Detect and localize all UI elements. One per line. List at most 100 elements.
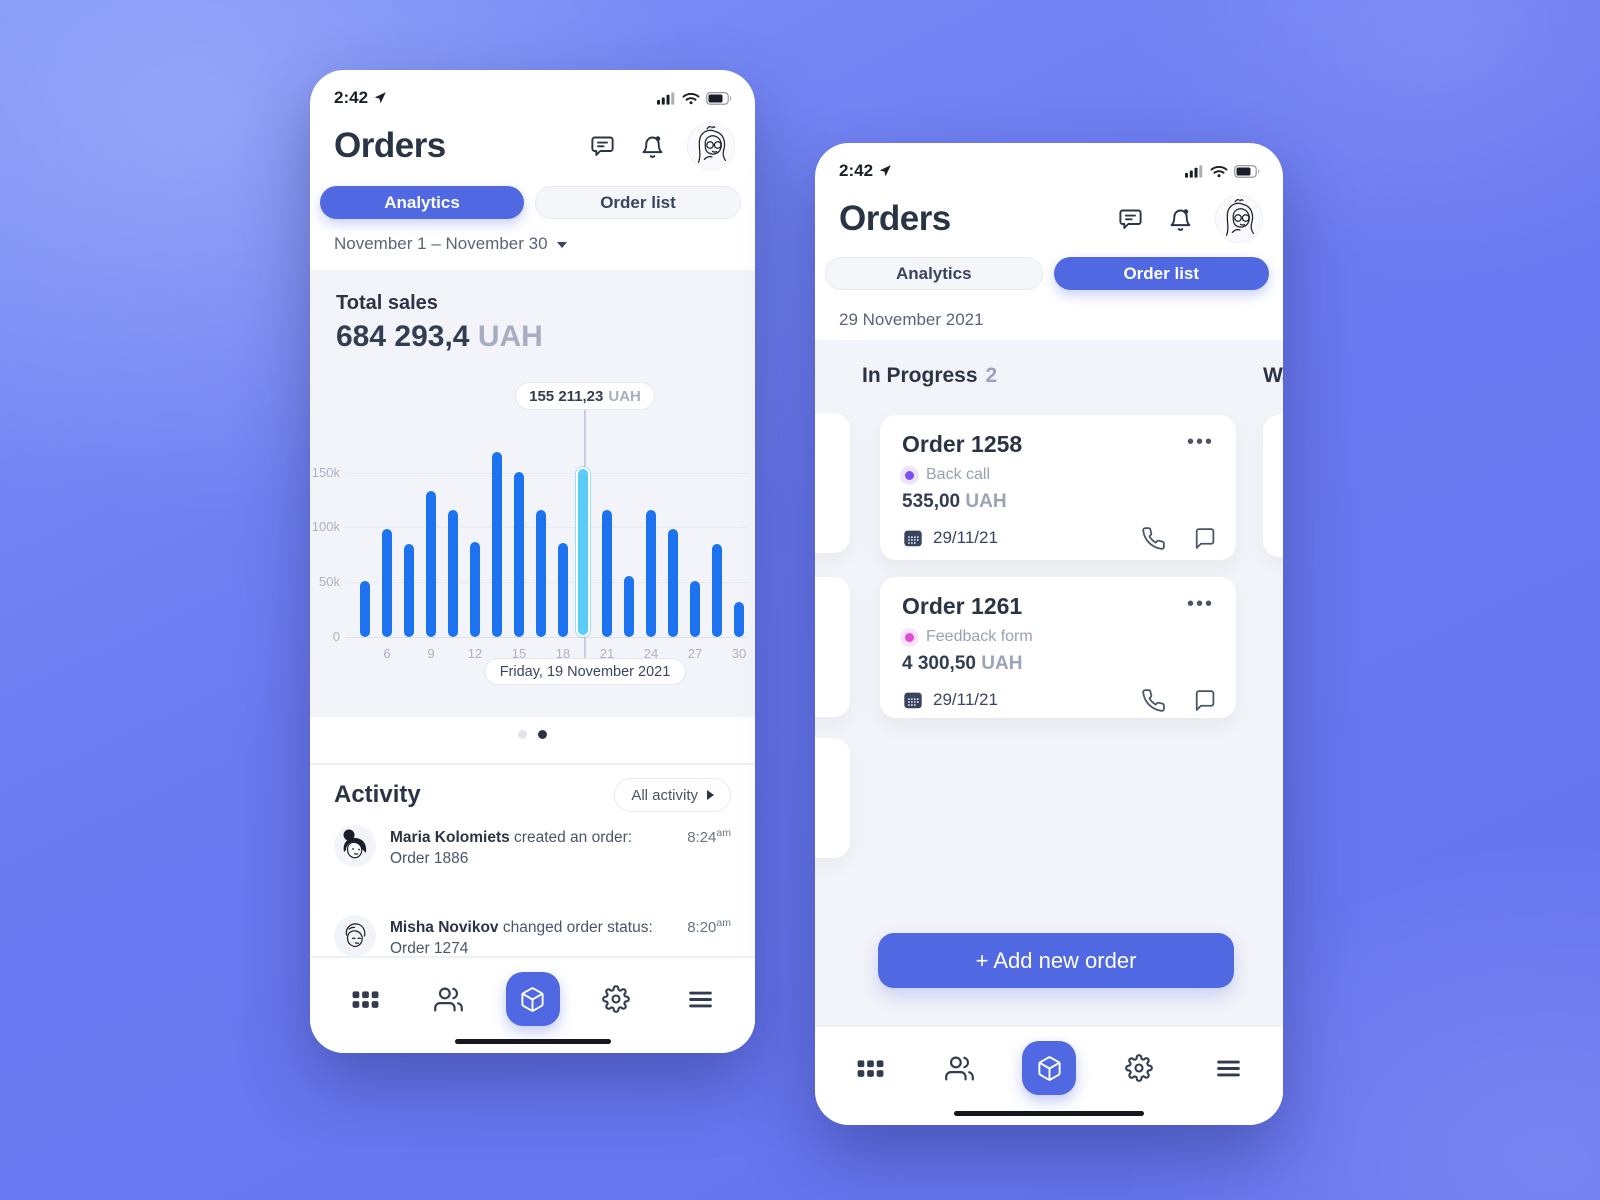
battery-icon bbox=[1234, 164, 1260, 178]
status-dot bbox=[905, 470, 914, 480]
tab-analytics[interactable]: Analytics bbox=[320, 186, 524, 219]
chart-bar[interactable] bbox=[646, 510, 656, 637]
add-new-order-button[interactable]: + Add new order bbox=[878, 933, 1234, 988]
activity-item[interactable]: Misha Novikov changed order status: Orde… bbox=[334, 915, 731, 959]
notifications-bell-icon[interactable] bbox=[1165, 204, 1195, 234]
order-title: Order 1258 bbox=[902, 431, 1023, 457]
status-dot bbox=[905, 632, 914, 642]
x-axis-tick: 24 bbox=[643, 646, 659, 661]
chart-gridline bbox=[345, 637, 748, 638]
chart-bar[interactable] bbox=[668, 529, 678, 637]
total-sales-card: Total sales 684 293,4 UAH 155 211,23 UAH… bbox=[310, 270, 755, 717]
activity-text: Misha Novikov changed order status: Orde… bbox=[390, 919, 653, 957]
avatar bbox=[334, 915, 376, 957]
activity-item[interactable]: Maria Kolomiets created an order: Order … bbox=[334, 825, 731, 869]
nav-customers-icon[interactable] bbox=[422, 972, 476, 1026]
order-card[interactable]: Order 1261 ••• Feedback form 4 300,50 UA… bbox=[880, 577, 1236, 718]
sales-bar-chart[interactable]: 155 211,23 UAH Friday, 19 November 2021 … bbox=[310, 270, 755, 717]
chart-bar[interactable] bbox=[514, 472, 524, 637]
chart-bar[interactable] bbox=[734, 602, 744, 637]
activity-text: Maria Kolomiets created an order: Order … bbox=[390, 829, 633, 867]
nav-orders-package-icon[interactable] bbox=[505, 972, 560, 1026]
order-amount: 4 300,50 UAH bbox=[902, 653, 1023, 674]
phone-analytics: 2:42 Orders bbox=[310, 70, 755, 1053]
peek-card-left[interactable] bbox=[815, 413, 850, 553]
call-phone-icon[interactable] bbox=[1140, 525, 1166, 551]
nav-menu-icon[interactable] bbox=[1201, 1041, 1255, 1095]
more-options-icon[interactable]: ••• bbox=[1186, 431, 1214, 453]
nav-dashboard-grid-icon[interactable] bbox=[338, 972, 392, 1026]
x-axis-tick: 21 bbox=[599, 646, 615, 661]
notifications-bell-icon[interactable] bbox=[637, 131, 667, 161]
carousel-dot-1[interactable] bbox=[518, 730, 527, 739]
bottom-navigation bbox=[310, 956, 755, 1053]
signal-icon bbox=[1185, 164, 1203, 178]
chart-bar[interactable] bbox=[712, 544, 722, 637]
tab-order-list[interactable]: Order list bbox=[535, 186, 741, 219]
messages-icon[interactable] bbox=[587, 131, 617, 161]
peek-card-right[interactable] bbox=[1263, 415, 1283, 557]
column-header-waiting: Waiting bbox=[1263, 364, 1283, 387]
x-axis-tick: 6 bbox=[383, 646, 391, 661]
tab-order-list[interactable]: Order list bbox=[1053, 257, 1269, 290]
chart-gridline bbox=[345, 472, 748, 474]
nav-settings-gear-icon[interactable] bbox=[1112, 1041, 1166, 1095]
order-card[interactable]: Order 1258 ••• Back call 535,00 UAH 29/1… bbox=[880, 415, 1236, 560]
total-sales-label: Total sales bbox=[336, 292, 438, 314]
chart-bar[interactable] bbox=[690, 581, 700, 637]
more-options-icon[interactable]: ••• bbox=[1186, 593, 1214, 615]
y-axis-tick: 0 bbox=[332, 629, 340, 644]
chat-bubble-icon[interactable] bbox=[1190, 687, 1216, 713]
wifi-icon bbox=[682, 92, 700, 104]
location-icon bbox=[374, 92, 386, 104]
chart-bar[interactable] bbox=[602, 510, 612, 637]
chart-bar[interactable] bbox=[404, 544, 414, 637]
all-activity-button[interactable]: All activity bbox=[614, 778, 731, 812]
profile-avatar[interactable] bbox=[687, 122, 735, 170]
nav-orders-package-icon[interactable] bbox=[1022, 1041, 1076, 1095]
nav-dashboard-grid-icon[interactable] bbox=[843, 1041, 897, 1095]
chart-bar[interactable] bbox=[536, 510, 546, 637]
chart-gridline bbox=[345, 527, 748, 529]
call-phone-icon[interactable] bbox=[1140, 687, 1166, 713]
home-indicator[interactable] bbox=[454, 1039, 611, 1044]
nav-settings-gear-icon[interactable] bbox=[589, 972, 643, 1026]
column-count: 2 bbox=[985, 364, 998, 387]
chart-bar[interactable] bbox=[492, 452, 502, 637]
chart-bar[interactable] bbox=[426, 491, 436, 637]
x-axis-tick: 9 bbox=[427, 646, 435, 661]
nav-menu-icon[interactable] bbox=[673, 972, 727, 1026]
chat-bubble-icon[interactable] bbox=[1190, 525, 1216, 551]
peek-card-left[interactable] bbox=[815, 738, 850, 858]
profile-avatar[interactable] bbox=[1215, 195, 1263, 243]
phone-order-list: 2:42 Orders bbox=[815, 143, 1283, 1125]
chart-bar[interactable] bbox=[470, 542, 480, 637]
date-range-selector[interactable]: November 1 – November 30 bbox=[334, 234, 567, 254]
nav-customers-icon[interactable] bbox=[933, 1041, 987, 1095]
chart-bar-selected[interactable] bbox=[576, 467, 590, 637]
tab-analytics[interactable]: Analytics bbox=[825, 257, 1043, 290]
x-axis-tick: 27 bbox=[687, 646, 703, 661]
home-indicator[interactable] bbox=[954, 1111, 1144, 1116]
signal-icon bbox=[657, 91, 675, 105]
order-date: 29/11/21 bbox=[902, 689, 1140, 711]
avatar-illustration bbox=[1225, 198, 1254, 236]
chart-gridline bbox=[345, 582, 748, 584]
order-title: Order 1261 bbox=[902, 593, 1023, 619]
chart-bar[interactable] bbox=[448, 510, 458, 637]
view-tabs: Analytics Order list bbox=[320, 186, 741, 219]
order-amount: 535,00 UAH bbox=[902, 491, 1007, 512]
chart-bar[interactable] bbox=[360, 581, 370, 637]
x-axis-tick: 30 bbox=[731, 646, 747, 661]
messages-icon[interactable] bbox=[1115, 204, 1145, 234]
x-axis-tick: 12 bbox=[467, 646, 483, 661]
peek-card-left[interactable] bbox=[815, 577, 850, 717]
chart-bar[interactable] bbox=[624, 576, 634, 637]
bottom-navigation bbox=[815, 1025, 1283, 1125]
chart-bar[interactable] bbox=[558, 543, 568, 637]
chevron-down-icon bbox=[556, 242, 567, 248]
carousel-dot-2[interactable] bbox=[538, 730, 547, 739]
activity-title: Activity bbox=[334, 781, 421, 808]
chart-bar[interactable] bbox=[382, 529, 392, 637]
